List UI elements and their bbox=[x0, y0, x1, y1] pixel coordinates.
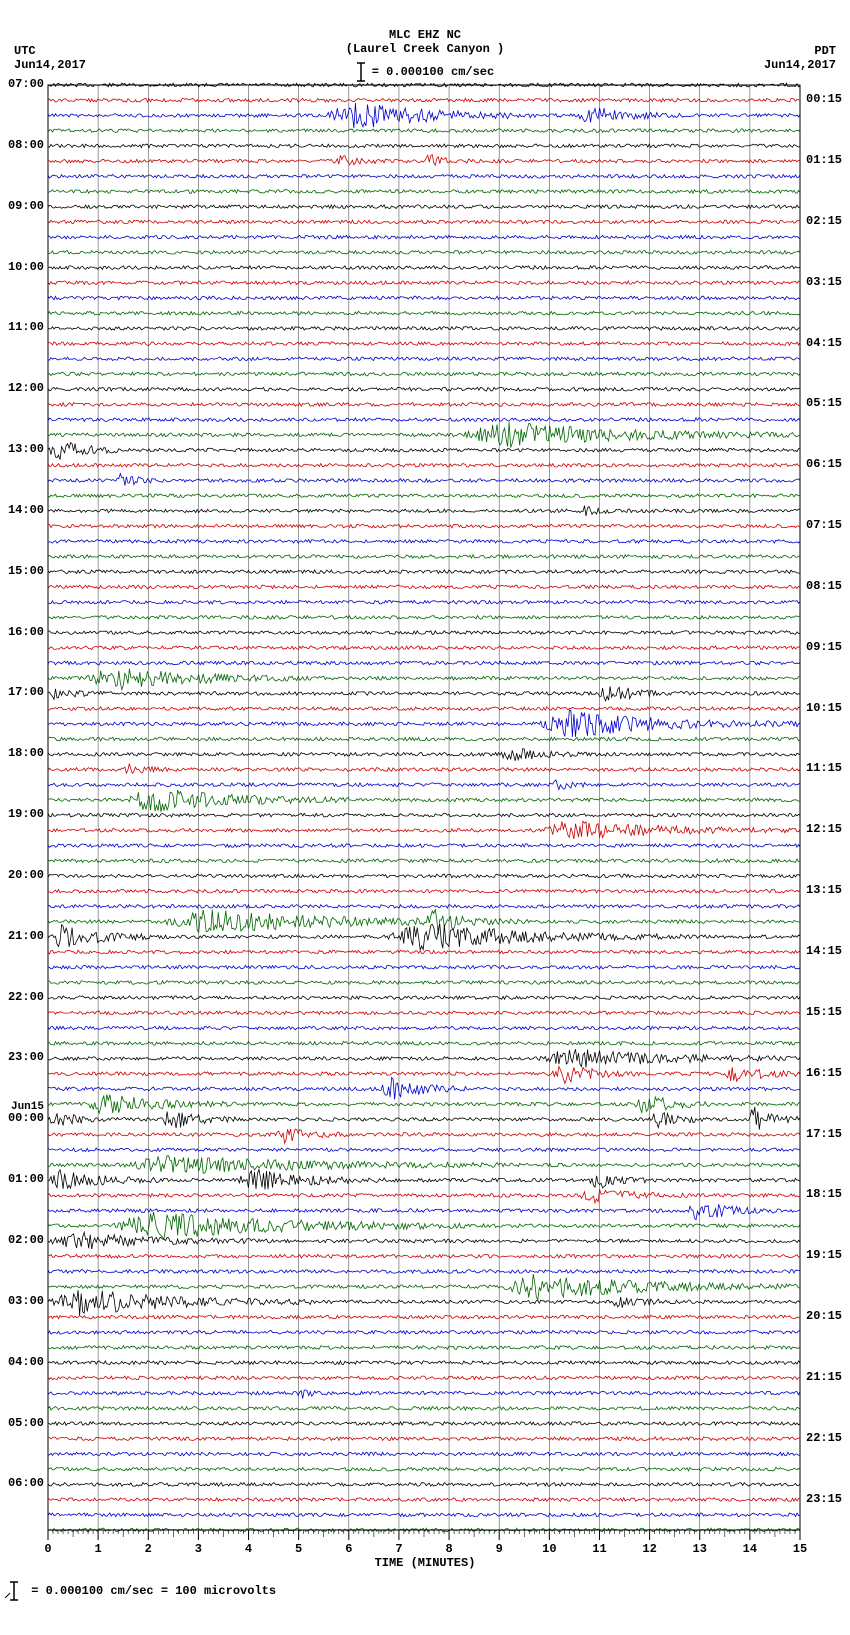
y-left-label: 10:00 bbox=[2, 260, 44, 274]
y-left-label: 22:00 bbox=[2, 990, 44, 1004]
x-tick-label: 11 bbox=[589, 1542, 609, 1556]
y-left-label: 11:00 bbox=[2, 320, 44, 334]
x-tick-label: 15 bbox=[790, 1542, 810, 1556]
footnote: = 0.000100 cm/sec = 100 microvolts bbox=[2, 1580, 276, 1602]
tz-left-label: UTC bbox=[14, 44, 86, 58]
y-left-label: 08:00 bbox=[2, 138, 44, 152]
x-tick-label: 3 bbox=[188, 1542, 208, 1556]
tz-right-label: PDT bbox=[764, 44, 836, 58]
x-tick-label: 12 bbox=[640, 1542, 660, 1556]
tz-left-date: Jun14,2017 bbox=[14, 58, 86, 72]
y-left-label: 12:00 bbox=[2, 381, 44, 395]
y-right-label: 06:15 bbox=[806, 457, 848, 471]
y-right-label: 09:15 bbox=[806, 640, 848, 654]
y-left-label: 23:00 bbox=[2, 1050, 44, 1064]
y-right-label: 22:15 bbox=[806, 1431, 848, 1445]
tz-left: UTC Jun14,2017 bbox=[14, 44, 86, 73]
footnote-text: = 0.000100 cm/sec = 100 microvolts bbox=[31, 1584, 276, 1598]
y-right-label: 23:15 bbox=[806, 1492, 848, 1506]
y-left-label: 17:00 bbox=[2, 685, 44, 699]
scale-indicator: = 0.000100 cm/sec bbox=[0, 61, 850, 83]
y-right-label: 13:15 bbox=[806, 883, 848, 897]
y-left-label: 01:00 bbox=[2, 1172, 44, 1186]
x-axis-label: TIME (MINUTES) bbox=[0, 1556, 850, 1570]
y-right-label: 02:15 bbox=[806, 214, 848, 228]
y-left-label: Jun1500:00 bbox=[2, 1101, 44, 1125]
y-right-label: 15:15 bbox=[806, 1005, 848, 1019]
x-tick-label: 2 bbox=[138, 1542, 158, 1556]
x-tick-label: 0 bbox=[38, 1542, 58, 1556]
y-right-label: 00:15 bbox=[806, 92, 848, 106]
tz-right: PDT Jun14,2017 bbox=[764, 44, 836, 73]
x-tick-label: 4 bbox=[239, 1542, 259, 1556]
y-right-label: 07:15 bbox=[806, 518, 848, 532]
y-right-label: 04:15 bbox=[806, 336, 848, 350]
y-left-label: 15:00 bbox=[2, 564, 44, 578]
scale-text: = 0.000100 cm/sec bbox=[372, 65, 494, 79]
x-tick-label: 1 bbox=[88, 1542, 108, 1556]
y-right-label: 05:15 bbox=[806, 396, 848, 410]
x-tick-label: 10 bbox=[539, 1542, 559, 1556]
y-left-label: 04:00 bbox=[2, 1355, 44, 1369]
y-left-label: 21:00 bbox=[2, 929, 44, 943]
y-right-label: 11:15 bbox=[806, 761, 848, 775]
y-left-label: 06:00 bbox=[2, 1476, 44, 1490]
y-right-label: 20:15 bbox=[806, 1309, 848, 1323]
y-left-label: 13:00 bbox=[2, 442, 44, 456]
x-tick-label: 9 bbox=[489, 1542, 509, 1556]
y-right-label: 01:15 bbox=[806, 153, 848, 167]
y-right-label: 18:15 bbox=[806, 1187, 848, 1201]
y-right-label: 10:15 bbox=[806, 701, 848, 715]
y-left-label: 02:00 bbox=[2, 1233, 44, 1247]
y-right-label: 21:15 bbox=[806, 1370, 848, 1384]
x-tick-label: 8 bbox=[439, 1542, 459, 1556]
title-block: MLC EHZ NC (Laurel Creek Canyon ) = 0.00… bbox=[0, 28, 850, 83]
station-name: (Laurel Creek Canyon ) bbox=[0, 42, 850, 56]
tz-right-date: Jun14,2017 bbox=[764, 58, 836, 72]
y-left-label: 19:00 bbox=[2, 807, 44, 821]
x-tick-label: 5 bbox=[289, 1542, 309, 1556]
x-tick-label: 6 bbox=[339, 1542, 359, 1556]
y-left-label: 20:00 bbox=[2, 868, 44, 882]
y-right-label: 19:15 bbox=[806, 1248, 848, 1262]
y-left-label: 09:00 bbox=[2, 199, 44, 213]
y-right-label: 16:15 bbox=[806, 1066, 848, 1080]
y-right-label: 08:15 bbox=[806, 579, 848, 593]
y-right-label: 17:15 bbox=[806, 1127, 848, 1141]
y-left-label: 16:00 bbox=[2, 625, 44, 639]
x-tick-label: 13 bbox=[690, 1542, 710, 1556]
y-right-label: 14:15 bbox=[806, 944, 848, 958]
y-left-label: 07:00 bbox=[2, 77, 44, 91]
y-right-label: 03:15 bbox=[806, 275, 848, 289]
y-left-label: 03:00 bbox=[2, 1294, 44, 1308]
x-tick-label: 14 bbox=[740, 1542, 760, 1556]
y-left-label: 14:00 bbox=[2, 503, 44, 517]
y-left-label: 05:00 bbox=[2, 1416, 44, 1430]
y-left-label: 18:00 bbox=[2, 746, 44, 760]
seismogram-helicorder: MLC EHZ NC (Laurel Creek Canyon ) = 0.00… bbox=[0, 0, 850, 1635]
y-right-label: 12:15 bbox=[806, 822, 848, 836]
helicorder-plot bbox=[0, 0, 850, 1595]
x-tick-label: 7 bbox=[389, 1542, 409, 1556]
station-code: MLC EHZ NC bbox=[0, 28, 850, 42]
